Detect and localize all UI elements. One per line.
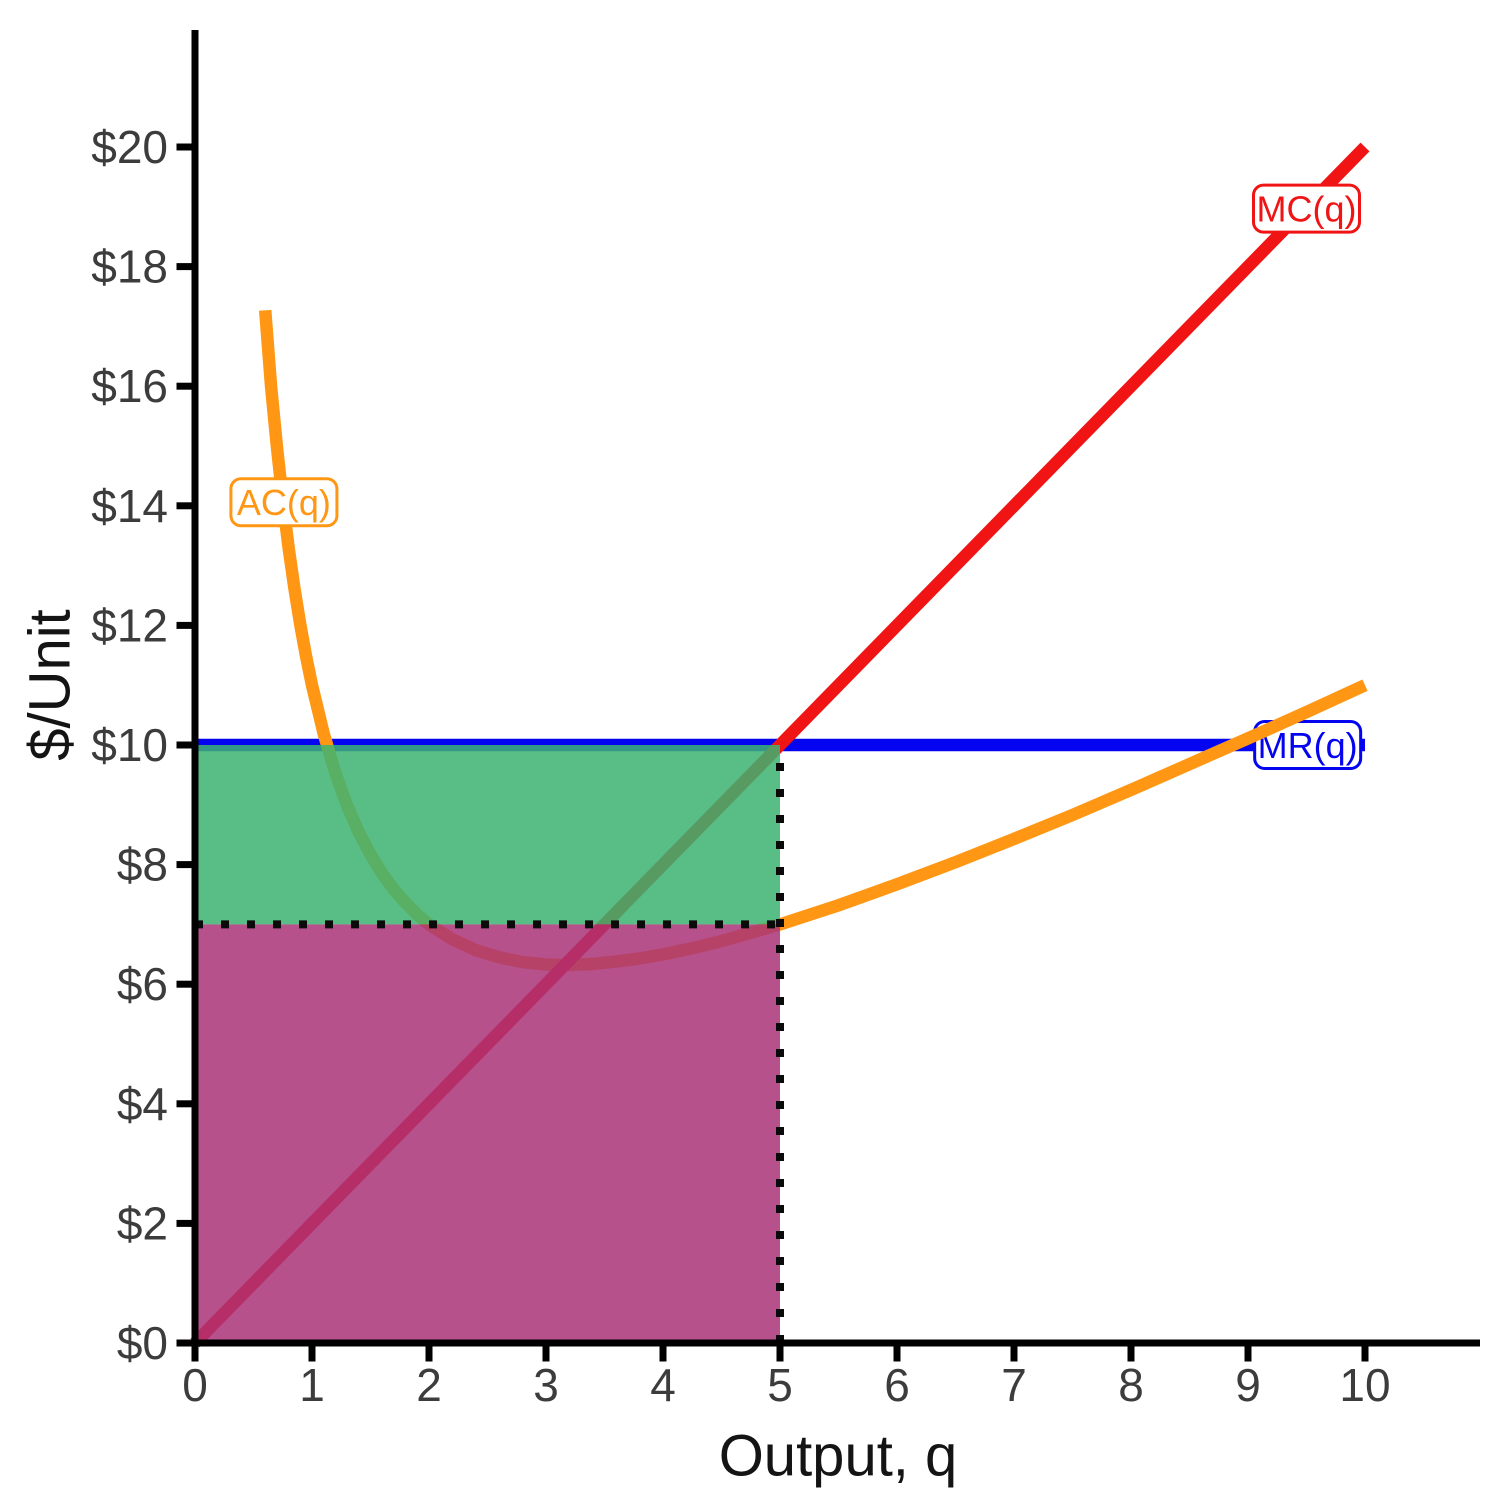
curve-label: MC(q) (1257, 189, 1357, 230)
total-cost-region (195, 924, 780, 1343)
y-tick-label: $4 (117, 1078, 168, 1130)
x-tick-label: 10 (1339, 1359, 1390, 1411)
x-tick-label: 8 (1118, 1359, 1144, 1411)
y-tick-label: $12 (91, 599, 168, 651)
y-tick-label: $20 (91, 121, 168, 173)
x-axis-title: Output, q (718, 1423, 958, 1489)
y-tick-label: $8 (117, 839, 168, 891)
x-tick-label: 1 (299, 1359, 325, 1411)
y-tick-label: $16 (91, 360, 168, 412)
curve-label: AC(q) (237, 482, 331, 523)
x-tick-label: 4 (650, 1359, 676, 1411)
x-tick-label: 5 (767, 1359, 793, 1411)
profit-region (195, 745, 780, 925)
x-tick-label: 7 (1001, 1359, 1027, 1411)
y-tick-label: $6 (117, 958, 168, 1010)
curve-label-box (229, 477, 339, 528)
x-tick-label: 9 (1235, 1359, 1261, 1411)
y-tick-label: $2 (117, 1197, 168, 1249)
x-tick-label: 3 (533, 1359, 559, 1411)
y-axis-title: $/Unit (17, 609, 83, 761)
y-tick-label: $18 (91, 241, 168, 293)
x-tick-label: 0 (182, 1359, 208, 1411)
y-tick-label: $10 (91, 719, 168, 771)
curve-label-box (1252, 183, 1361, 234)
y-tick-label: $14 (91, 480, 168, 532)
y-tick-label: $0 (117, 1317, 168, 1369)
x-tick-label: 6 (884, 1359, 910, 1411)
x-tick-label: 2 (416, 1359, 442, 1411)
curve-label-box (1253, 720, 1363, 770)
